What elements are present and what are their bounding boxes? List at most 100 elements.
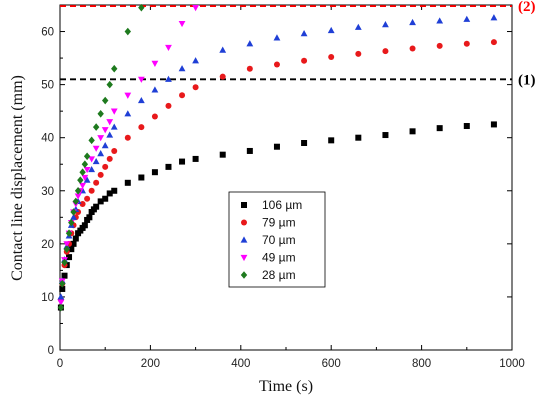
data-point bbox=[57, 303, 65, 312]
data-point bbox=[151, 113, 158, 120]
data-point bbox=[72, 235, 79, 242]
data-point bbox=[137, 76, 145, 83]
legend-marker bbox=[240, 271, 248, 279]
data-point bbox=[192, 155, 199, 162]
data-point bbox=[328, 54, 335, 61]
series bbox=[57, 5, 199, 306]
data-point bbox=[273, 34, 281, 41]
data-point bbox=[301, 57, 308, 64]
data-point bbox=[179, 92, 186, 99]
data-point bbox=[192, 57, 199, 64]
data-point bbox=[490, 14, 498, 21]
y-tick-label: 10 bbox=[41, 292, 54, 304]
data-point bbox=[86, 214, 93, 221]
data-point bbox=[301, 140, 308, 146]
data-point bbox=[436, 42, 443, 49]
x-tick-label: 200 bbox=[141, 358, 160, 370]
data-point bbox=[97, 171, 104, 178]
data-point bbox=[92, 157, 100, 165]
data-point bbox=[61, 272, 68, 279]
data-series bbox=[57, 3, 498, 312]
data-point bbox=[72, 197, 80, 206]
data-point bbox=[354, 23, 362, 30]
data-point bbox=[151, 169, 158, 176]
data-point bbox=[81, 160, 89, 169]
legend-marker bbox=[240, 236, 248, 243]
data-point bbox=[246, 147, 253, 154]
data-point bbox=[409, 128, 416, 135]
series bbox=[57, 3, 145, 312]
legend-label: 79 µm bbox=[262, 216, 296, 230]
data-point bbox=[102, 96, 109, 105]
data-point bbox=[79, 201, 86, 208]
data-point bbox=[81, 222, 88, 229]
data-point bbox=[61, 258, 68, 267]
data-point bbox=[92, 145, 100, 152]
data-point bbox=[83, 152, 91, 161]
data-point bbox=[68, 218, 75, 227]
data-point bbox=[327, 26, 335, 34]
data-point bbox=[97, 198, 104, 205]
data-point bbox=[59, 285, 66, 292]
plot-area bbox=[59, 4, 513, 351]
reference-line-label: (1) bbox=[518, 72, 536, 88]
data-point bbox=[463, 40, 470, 47]
data-point bbox=[59, 279, 66, 288]
data-point bbox=[409, 18, 416, 26]
data-point bbox=[165, 102, 172, 109]
data-point bbox=[273, 143, 280, 150]
data-point bbox=[124, 179, 131, 186]
data-point bbox=[192, 84, 199, 91]
data-point bbox=[92, 123, 100, 131]
data-point bbox=[151, 86, 159, 93]
data-point bbox=[382, 48, 389, 55]
reference-line-label: (2) bbox=[518, 0, 536, 15]
data-point bbox=[102, 163, 109, 170]
data-point bbox=[490, 39, 497, 46]
legend-label: 28 µm bbox=[262, 268, 296, 282]
data-point bbox=[219, 73, 226, 80]
data-point bbox=[124, 27, 131, 36]
data-point bbox=[138, 124, 145, 131]
data-point bbox=[246, 65, 253, 72]
y-tick-label: 20 bbox=[41, 239, 54, 251]
data-point bbox=[490, 121, 497, 128]
data-point bbox=[409, 45, 416, 52]
data-point bbox=[219, 46, 227, 53]
data-point bbox=[463, 123, 470, 130]
data-point bbox=[83, 176, 91, 183]
y-tick-label: 60 bbox=[41, 27, 54, 39]
data-point bbox=[178, 20, 186, 28]
data-point bbox=[70, 240, 77, 247]
data-point bbox=[151, 60, 159, 67]
data-point bbox=[137, 96, 145, 104]
data-point bbox=[124, 134, 131, 141]
x-tick-label: 0 bbox=[57, 358, 63, 370]
data-point bbox=[101, 127, 109, 134]
y-tick-label: 0 bbox=[48, 345, 54, 357]
data-point bbox=[88, 187, 95, 194]
data-point bbox=[355, 134, 362, 141]
data-point bbox=[436, 17, 444, 24]
legend-label: 106 µm bbox=[262, 198, 302, 212]
data-point bbox=[57, 293, 65, 300]
data-point bbox=[355, 50, 362, 57]
data-point bbox=[70, 213, 77, 220]
data-point bbox=[192, 5, 199, 12]
series bbox=[57, 121, 497, 311]
data-point bbox=[88, 165, 96, 173]
data-point bbox=[124, 110, 132, 117]
data-point bbox=[106, 155, 113, 162]
y-tick-label: 40 bbox=[41, 133, 54, 145]
data-point bbox=[382, 132, 389, 139]
data-point bbox=[102, 195, 109, 202]
axis-ticks: 0 200 400 600 800 1000 0 10 20 30 40 50 60 bbox=[41, 5, 525, 370]
data-point bbox=[63, 241, 71, 248]
data-point bbox=[57, 299, 65, 306]
legend-marker bbox=[241, 202, 247, 208]
data-point bbox=[124, 92, 132, 99]
legend-marker bbox=[240, 254, 248, 262]
legend-marker bbox=[241, 219, 247, 226]
data-point bbox=[66, 254, 73, 261]
